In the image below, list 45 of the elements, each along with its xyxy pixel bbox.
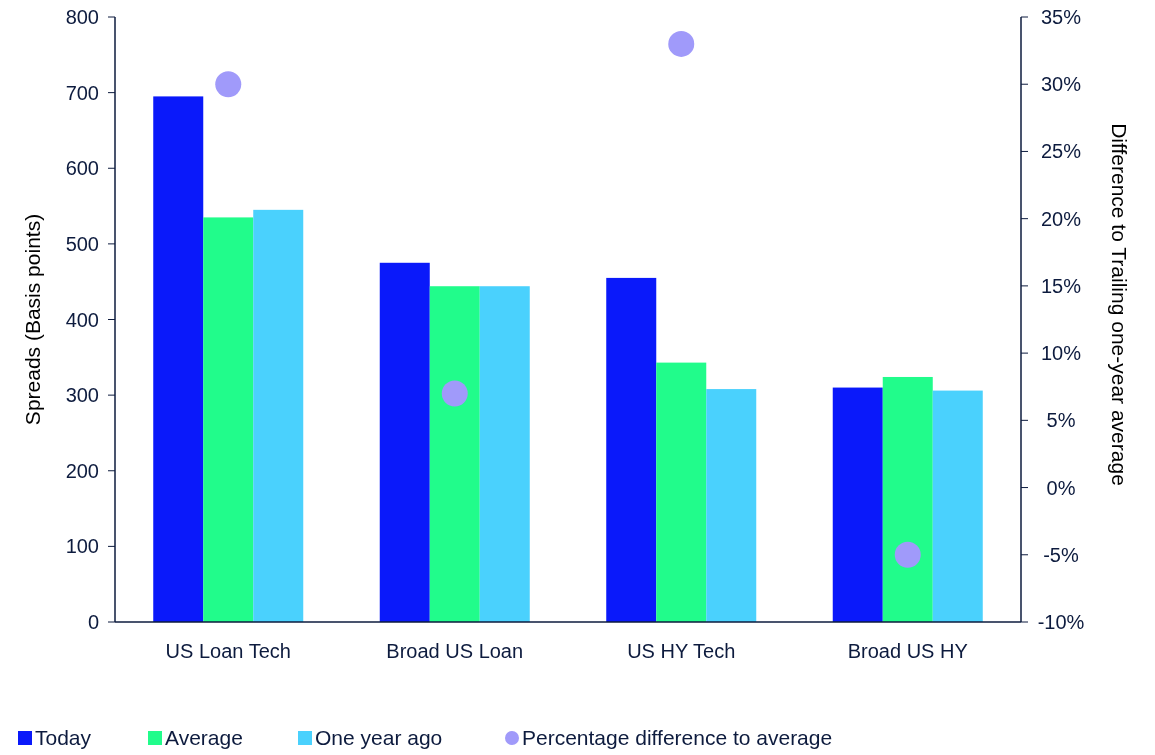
point: [668, 30, 695, 57]
x-tick-label: Broad US Loan: [386, 640, 524, 662]
legend-label: Average: [165, 726, 243, 750]
point: [215, 71, 242, 98]
bar: [932, 390, 983, 622]
y2-axis-title: Difference to Trailing one-year average: [1108, 123, 1131, 486]
y2-tick-label: -10%: [1037, 611, 1085, 633]
y2-tick-label: 5%: [1046, 409, 1076, 432]
bar: [606, 277, 657, 622]
legend-label: One year ago: [315, 726, 443, 750]
x-tick-label: Broad US HY: [847, 640, 968, 662]
point: [441, 380, 468, 407]
y-tick-label: 400: [65, 308, 99, 331]
x-tick-label: US HY Tech: [627, 640, 736, 662]
y-tick-label: 700: [65, 81, 99, 104]
x-tick-label: US Loan Tech: [165, 640, 291, 662]
y2-tick-label: -5%: [1043, 543, 1079, 566]
bar: [832, 387, 883, 622]
point: [894, 541, 921, 568]
y2-tick-label: 0%: [1046, 476, 1076, 499]
y-tick-label: 500: [65, 232, 99, 255]
y2-tick-label: 20%: [1040, 207, 1082, 230]
bar: [203, 217, 254, 622]
y2-tick-label: 25%: [1040, 140, 1082, 163]
bar: [379, 262, 430, 622]
y2-tick-label: 15%: [1040, 274, 1082, 297]
y-tick-label: 0: [87, 611, 99, 633]
y2-tick-label: 10%: [1040, 342, 1082, 365]
y-tick-label: 100: [65, 535, 99, 558]
legend-label: Today: [35, 726, 92, 750]
y2-tick-label: 35%: [1040, 6, 1082, 28]
bar: [479, 286, 530, 622]
bar: [706, 389, 757, 622]
legend-label: Percentage difference to average: [522, 726, 833, 750]
bar: [882, 376, 933, 622]
y-tick-label: 600: [65, 157, 99, 180]
y-tick-label: 300: [65, 384, 99, 407]
bar: [253, 209, 304, 622]
bar: [429, 286, 480, 622]
bar: [153, 96, 204, 622]
y2-tick-label: 30%: [1040, 73, 1082, 96]
y-tick-label: 200: [65, 459, 99, 482]
y-tick-label: 800: [65, 6, 99, 28]
y-axis-title: Spreads (Basis points): [21, 213, 44, 426]
bar: [656, 362, 707, 622]
